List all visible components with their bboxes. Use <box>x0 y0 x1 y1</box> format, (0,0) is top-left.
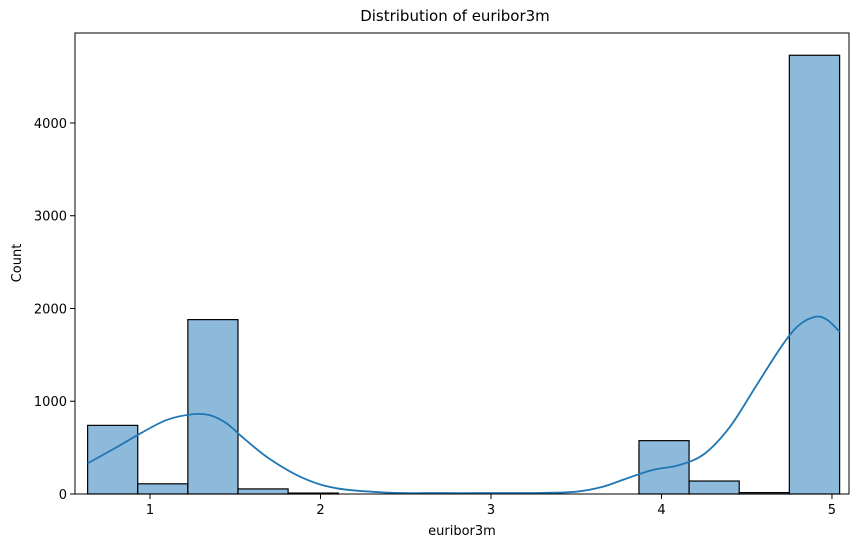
chart-title: Distribution of euribor3m <box>360 7 550 25</box>
histogram-bar <box>788 54 841 495</box>
bars-group <box>87 54 841 495</box>
kde-group <box>87 315 841 495</box>
histogram-bar <box>688 480 740 495</box>
x-tick-label: 1 <box>146 503 154 518</box>
histogram-bar <box>137 483 189 495</box>
y-tick-label: 3000 <box>34 210 67 225</box>
histogram-bar <box>187 319 239 495</box>
y-axis-label: Count <box>10 244 25 283</box>
y-tick-label: 2000 <box>34 302 67 317</box>
x-axis-label: euribor3m <box>428 524 496 539</box>
x-tick-label: 2 <box>316 503 324 518</box>
x-axis: 1 2 3 4 5 <box>146 494 836 518</box>
y-axis: 0 1000 2000 3000 4000 <box>34 117 75 503</box>
histogram-bar <box>237 488 289 495</box>
x-tick-label: 5 <box>828 503 836 518</box>
y-tick-label: 0 <box>59 488 67 503</box>
x-tick-label: 3 <box>487 503 495 518</box>
y-tick-label: 1000 <box>34 395 67 410</box>
y-tick-label: 4000 <box>34 117 67 132</box>
plot-frame <box>74 32 850 495</box>
x-tick-label: 4 <box>657 503 665 518</box>
kde-line <box>87 315 841 495</box>
